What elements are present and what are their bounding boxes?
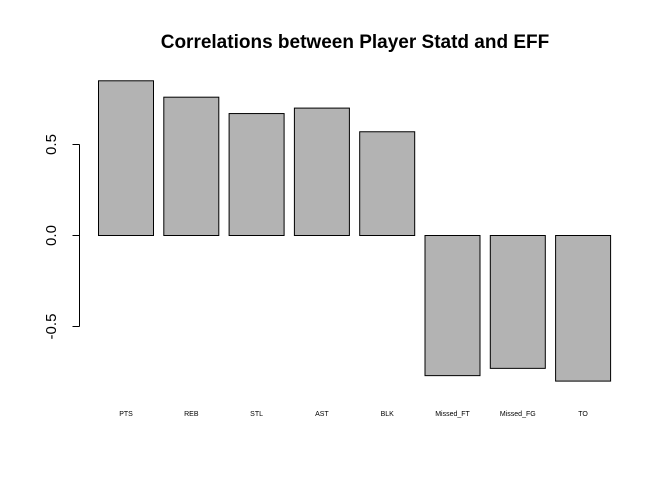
x-tick-label: AST [315, 411, 329, 418]
bar-pts [98, 80, 154, 236]
x-tick-label: STL [250, 411, 263, 418]
y-tick-label: -0.5 [43, 314, 60, 340]
bar-missed-fg [489, 235, 546, 369]
x-tick-label: Missed_FG [500, 411, 536, 418]
bars [98, 80, 612, 382]
x-axis-labels: PTS REB STL AST BLK Missed_FT Missed_FG TO [119, 411, 588, 418]
bar-missed-ft [424, 235, 481, 377]
y-axis: -0.5 0.0 0.5 [43, 134, 80, 339]
y-tick-label: 0.5 [43, 134, 60, 155]
bar-stl [228, 113, 285, 236]
y-tick-label: 0.0 [43, 225, 60, 246]
x-tick-label: TO [578, 411, 588, 418]
bar-reb [163, 96, 220, 237]
bar-blk [359, 131, 416, 236]
x-tick-label: PTS [119, 411, 133, 418]
x-tick-label: Missed_FT [435, 411, 470, 418]
chart-title: Correlations between Player Statd and EF… [161, 32, 550, 53]
bar-to [555, 235, 612, 382]
x-tick-label: REB [184, 411, 199, 418]
x-tick-label: BLK [381, 411, 395, 418]
bar-ast [293, 107, 350, 236]
